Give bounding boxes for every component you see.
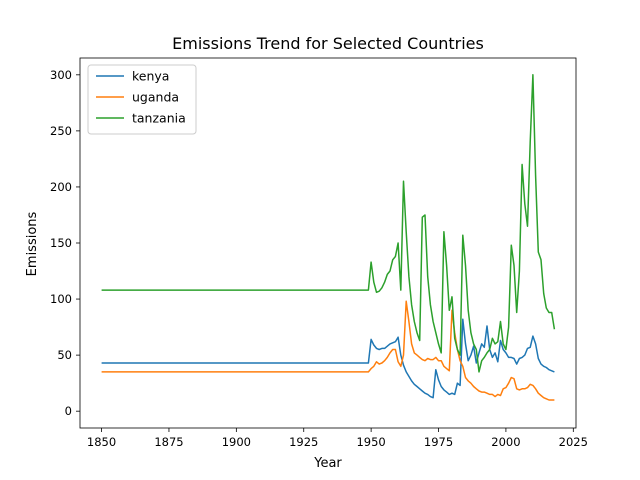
y-tick-label: 0 bbox=[65, 404, 72, 418]
y-tick-label: 200 bbox=[50, 180, 72, 194]
series-line-uganda bbox=[101, 300, 555, 401]
y-tick-label: 300 bbox=[50, 68, 72, 82]
y-tick-label: 50 bbox=[57, 348, 72, 362]
x-tick-label: 1875 bbox=[154, 435, 183, 449]
x-tick-label: 1925 bbox=[289, 435, 318, 449]
x-tick-label: 1900 bbox=[222, 435, 251, 449]
legend-label-uganda: uganda bbox=[132, 90, 179, 105]
legend-label-tanzania: tanzania bbox=[132, 111, 186, 126]
legend: kenya uganda tanzania bbox=[87, 64, 197, 135]
y-tick-label: 150 bbox=[50, 236, 72, 250]
x-tick-label: 1850 bbox=[87, 435, 116, 449]
plot-area: 1850 1875 1900 1925 1950 1975 2000 2025 0 50 100 15… bbox=[50, 57, 588, 449]
x-tick-label: 2025 bbox=[559, 435, 588, 449]
series-line-tanzania bbox=[101, 74, 556, 373]
x-axis-label: Year bbox=[313, 456, 342, 471]
x-tick-label: 2000 bbox=[491, 435, 520, 449]
series-line-kenya bbox=[101, 318, 555, 399]
legend-label-kenya: kenya bbox=[132, 69, 169, 84]
chart-title: Emissions Trend for Selected Countries bbox=[172, 34, 484, 53]
legend-box bbox=[87, 64, 197, 135]
x-tick-label: 1975 bbox=[424, 435, 453, 449]
y-axis-label: Emissions bbox=[25, 211, 40, 276]
y-tick-label: 250 bbox=[50, 124, 72, 138]
x-tick-label: 1950 bbox=[356, 435, 385, 449]
y-tick-label: 100 bbox=[50, 292, 72, 306]
